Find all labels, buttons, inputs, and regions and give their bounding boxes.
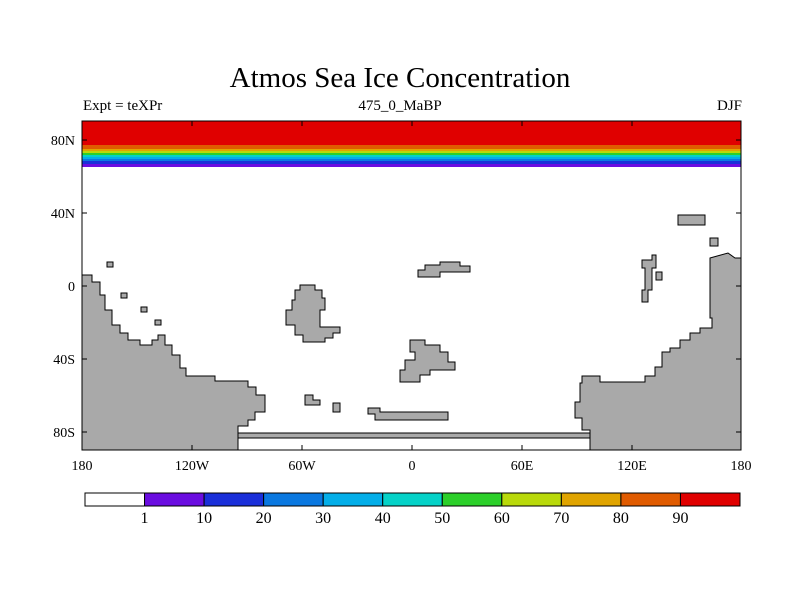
x-tick-label: 180 [731, 459, 752, 474]
colorbar [84, 492, 741, 507]
axis-ticks [81, 121, 742, 450]
land-dot-4 [154, 319, 162, 326]
colorbar-label: 90 [672, 510, 688, 527]
colorbar-swatch [203, 492, 265, 507]
time-label: 475_0_MaBP [358, 98, 442, 114]
land-masses [81, 214, 742, 451]
ice-band-20 [82, 159, 741, 161]
colorbar-swatch [501, 492, 562, 507]
y-tick-label: 40N [51, 207, 75, 222]
colorbar-label: 50 [434, 510, 450, 527]
land-indonesia-islands [641, 254, 657, 303]
land-antarctic-strip [237, 432, 591, 439]
x-tick-label: 0 [409, 459, 416, 474]
x-tick-labels: 180 120W 60W 0 60E 120E 180 [72, 459, 752, 474]
colorbar-swatch [620, 492, 681, 507]
land-south-america [81, 274, 266, 451]
colorbar-labels: 1 10 20 30 40 50 60 70 80 90 [141, 510, 689, 527]
ice-band-80 [82, 145, 741, 149]
colorbar-label: 30 [315, 510, 331, 527]
land-dot-2 [120, 292, 128, 299]
colorbar-swatch [144, 492, 205, 507]
colorbar-label: 60 [494, 510, 510, 527]
y-tick-label: 80N [51, 134, 75, 149]
land-dot-1 [106, 261, 114, 268]
land-japan-ne [677, 214, 706, 226]
colorbar-label: 10 [196, 510, 212, 527]
ice-band-70 [82, 149, 741, 151]
land-small-island-asia [709, 237, 719, 247]
land-small-island-pacific [655, 271, 663, 281]
x-tick-label: 180 [72, 459, 93, 474]
land-dot-3 [140, 306, 148, 313]
y-tick-label: 0 [68, 280, 75, 295]
colorbar-swatch [382, 492, 443, 507]
ice-band-60 [82, 151, 741, 153]
colorbar-label: 80 [613, 510, 629, 527]
ice-band-40 [82, 155, 741, 157]
x-tick-label: 60W [288, 459, 316, 474]
colorbar-label: 20 [256, 510, 272, 527]
x-tick-label: 120E [617, 459, 647, 474]
season-label: DJF [716, 98, 742, 114]
colorbar-swatch [84, 492, 146, 507]
colorbar-swatch [441, 492, 503, 507]
colorbar-swatch [560, 492, 622, 507]
ice-band-1 [82, 164, 741, 167]
land-north-strip [417, 261, 471, 278]
land-central-island [285, 284, 341, 343]
map-title: Atmos Sea Ice Concentration [229, 62, 571, 94]
land-south-bar [367, 407, 449, 421]
land-small-block-2 [332, 402, 341, 413]
colorbar-swatch [679, 492, 741, 507]
colorbar-label: 70 [553, 510, 569, 527]
land-small-block-1 [304, 394, 321, 406]
x-tick-label: 120W [175, 459, 210, 474]
land-africa-australia-east [574, 252, 742, 451]
land-south-mid-island [399, 339, 456, 383]
colorbar-label: 1 [141, 510, 149, 527]
ice-band-10 [82, 161, 741, 164]
experiment-label: Expt = teXPr [83, 98, 163, 114]
x-tick-label: 60E [511, 459, 534, 474]
ice-band-50 [82, 153, 741, 155]
y-tick-label: 80S [53, 426, 75, 441]
y-tick-labels: 80N 40N 0 40S 80S [51, 134, 75, 441]
colorbar-label: 40 [375, 510, 391, 527]
ice-band-30 [82, 157, 741, 159]
colorbar-swatch [322, 492, 384, 507]
y-tick-label: 40S [53, 353, 75, 368]
sea-ice-band-north [82, 121, 741, 167]
colorbar-swatch [263, 492, 324, 507]
